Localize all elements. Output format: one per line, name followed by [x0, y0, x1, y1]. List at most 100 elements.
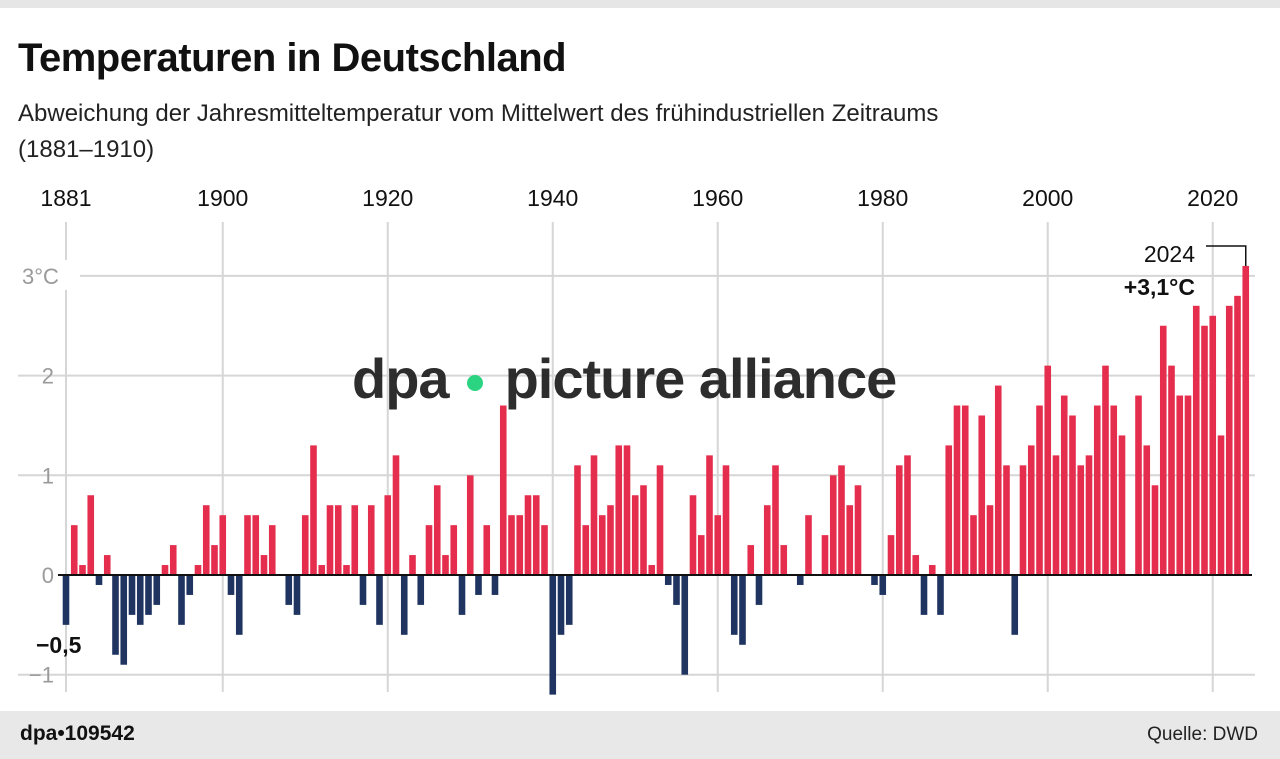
bar-1887: [112, 575, 119, 655]
bar-1998: [1027, 445, 1035, 575]
bar-1912: [318, 565, 326, 575]
bar-2019: [1201, 325, 1208, 575]
bar-1970: [796, 575, 804, 585]
bar-2002: [1060, 395, 1068, 575]
bar-1984: [912, 555, 920, 575]
y-tick-label: 2: [42, 364, 54, 389]
bar-2014: [1159, 325, 1167, 575]
bar-1999: [1036, 405, 1043, 575]
bar-1922: [400, 575, 408, 635]
bar-2018: [1192, 305, 1200, 575]
bar-1982: [895, 465, 903, 575]
bar-1889: [128, 575, 136, 615]
bar-1933: [491, 575, 499, 595]
source-label: Quelle: DWD: [1147, 724, 1258, 745]
bar-1983: [904, 455, 911, 575]
bar-1956: [681, 575, 689, 675]
bar-2005: [1085, 455, 1093, 575]
bar-1906: [268, 525, 276, 575]
bar-1886: [103, 555, 111, 575]
bar-1909: [293, 575, 301, 615]
bar-1900: [219, 515, 227, 575]
bar-2016: [1176, 395, 1184, 575]
bar-1962: [730, 575, 738, 635]
bar-2020: [1209, 315, 1217, 575]
bar-1963: [739, 575, 746, 645]
bar-1947: [607, 505, 614, 575]
y-tick-label: −1: [29, 663, 54, 688]
bar-2000: [1044, 365, 1052, 575]
bar-1985: [920, 575, 928, 615]
x-tick-label: 1920: [362, 185, 413, 211]
bar-1996: [1011, 575, 1019, 635]
bar-1931: [475, 575, 482, 595]
bar-1991: [970, 515, 977, 575]
bar-1892: [153, 575, 161, 605]
bar-1926: [433, 485, 441, 575]
bar-1888: [120, 575, 128, 665]
bar-1919: [376, 575, 383, 625]
bar-1936: [516, 515, 524, 575]
watermark-dot: [466, 375, 483, 392]
bar-2006: [1093, 405, 1101, 575]
bar-1966: [763, 505, 771, 575]
bar-1901: [227, 575, 235, 595]
bar-1885: [95, 575, 103, 585]
x-tick-label: 1900: [197, 185, 248, 211]
bar-1952: [648, 565, 656, 575]
bar-1957: [689, 495, 697, 575]
y-tick-label: 0: [42, 563, 54, 588]
y-tick-label: 1: [42, 463, 54, 488]
bar-1950: [631, 495, 639, 575]
bar-1980: [879, 575, 887, 595]
bar-1951: [640, 485, 647, 575]
annotation-last-year: 2024: [1144, 241, 1195, 267]
x-tick-label: 2000: [1022, 185, 1073, 211]
bar-1958: [697, 535, 705, 575]
bar-1914: [334, 505, 342, 575]
bar-1975: [838, 465, 845, 575]
x-tick-label: 1960: [692, 185, 743, 211]
bar-1995: [1003, 465, 1010, 575]
bar-1896: [186, 575, 194, 595]
bar-1990: [961, 405, 969, 575]
annotation-last-value: +3,1°C: [1124, 274, 1195, 300]
bar-1913: [326, 505, 334, 575]
bar-1928: [450, 525, 458, 575]
bar-1964: [747, 545, 755, 575]
bar-1923: [409, 555, 416, 575]
bar-1891: [145, 575, 152, 615]
bar-1960: [714, 515, 722, 575]
bar-2022: [1225, 305, 1233, 575]
bar-1944: [582, 525, 590, 575]
bar-1974: [829, 475, 837, 575]
bar-2007: [1102, 365, 1109, 575]
bar-2008: [1110, 405, 1118, 575]
bar-2024: [1242, 265, 1250, 575]
watermark-right: picture alliance: [504, 347, 898, 410]
bar-1949: [623, 445, 631, 575]
annotation-first-value: −0,5: [36, 632, 82, 658]
annotation-leader-line: [1206, 245, 1247, 266]
bar-1939: [541, 525, 548, 575]
bar-1940: [549, 575, 557, 695]
bar-1908: [285, 575, 293, 605]
bar-1898: [202, 505, 210, 575]
bar-1934: [499, 405, 507, 575]
bar-1883: [79, 565, 86, 575]
y-label-background: [18, 259, 80, 290]
bar-1977: [854, 485, 862, 575]
bar-2021: [1217, 435, 1225, 575]
bar-1971: [805, 515, 812, 575]
bar-1937: [524, 495, 532, 575]
bar-1942: [565, 575, 573, 625]
bar-1930: [466, 475, 474, 575]
bar-1890: [136, 575, 144, 625]
bar-1917: [359, 575, 367, 605]
bar-1953: [656, 465, 664, 575]
bar-1968: [780, 545, 788, 575]
bar-1981: [887, 535, 895, 575]
bar-1905: [260, 555, 268, 575]
bar-2004: [1077, 465, 1085, 575]
bar-1927: [442, 555, 449, 575]
